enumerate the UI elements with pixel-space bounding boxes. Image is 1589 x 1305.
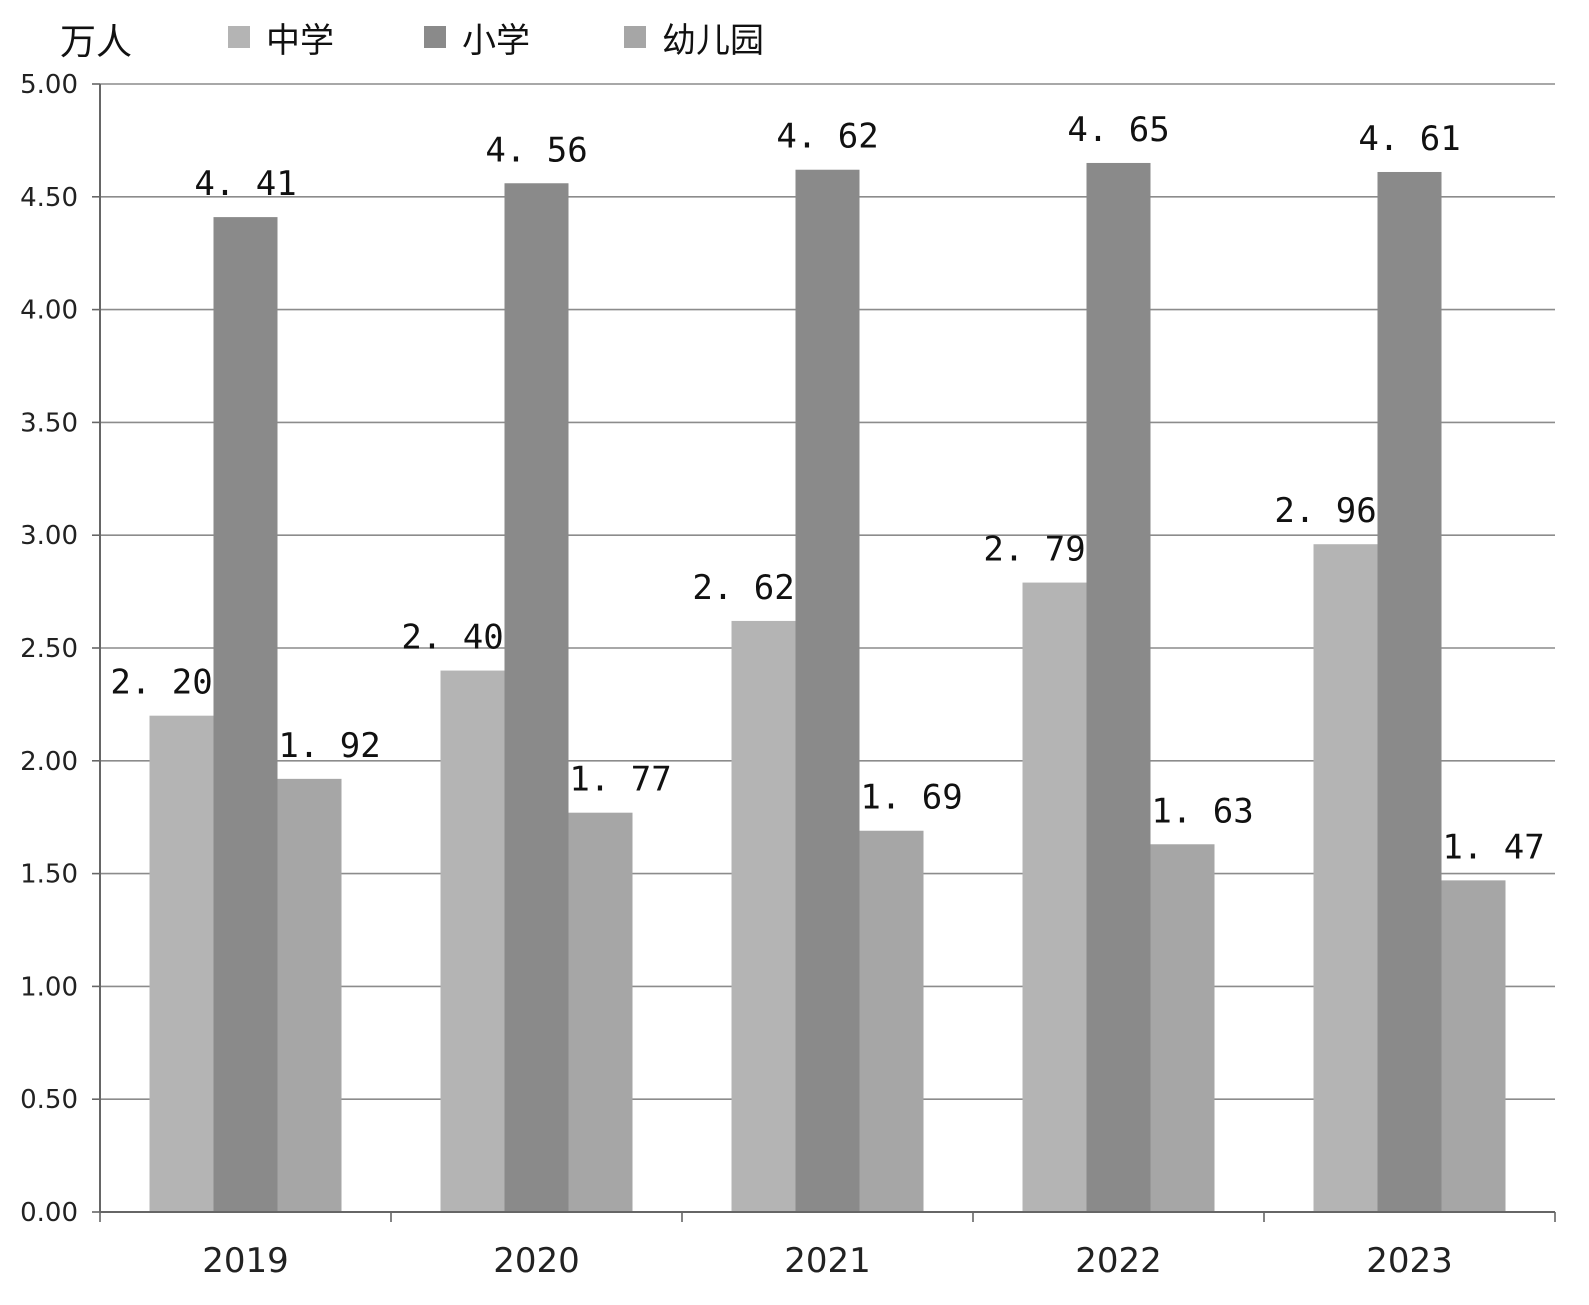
bar-中学-2022 <box>1022 582 1087 1212</box>
data-label: 4. 65 <box>1067 110 1169 150</box>
data-label: 2. 20 <box>110 663 212 703</box>
data-label: 4. 62 <box>776 117 878 157</box>
data-label: 2. 96 <box>1274 491 1376 531</box>
bar-中学-2020 <box>440 670 505 1212</box>
y-tick-label: 4.50 <box>20 183 78 213</box>
y-tick-label: 2.00 <box>20 747 78 777</box>
y-tick-label: 0.50 <box>20 1085 78 1115</box>
y-tick-label: 0.00 <box>20 1198 78 1228</box>
legend-label: 中学 <box>266 21 334 61</box>
data-label: 2. 79 <box>983 530 1085 570</box>
bar-幼儿园-2021 <box>859 830 924 1212</box>
x-category-label: 2023 <box>1366 1241 1453 1281</box>
data-label: 4. 61 <box>1358 119 1460 159</box>
axes <box>99 84 1555 1213</box>
bar-小学-2021 <box>795 169 860 1212</box>
data-label: 1. 63 <box>1151 791 1253 831</box>
data-label: 4. 56 <box>485 130 587 170</box>
data-label: 1. 47 <box>1442 827 1544 867</box>
bar-中学-2019 <box>149 715 214 1212</box>
bar-幼儿园-2020 <box>568 812 633 1212</box>
y-unit-label: 万人 <box>60 22 132 63</box>
y-axis-ticks: 0.00 0.50 1.00 1.50 2.00 2.50 3.00 3.50 4.00 4.50… <box>20 70 100 1228</box>
bar-幼儿园-2019 <box>277 778 342 1212</box>
data-label: 1. 69 <box>860 778 962 818</box>
data-label: 2. 40 <box>401 618 503 658</box>
bar-中学-2023 <box>1313 544 1378 1212</box>
legend-swatch <box>424 26 446 48</box>
data-label: 1. 92 <box>278 726 380 766</box>
y-tick-label: 1.50 <box>20 860 78 890</box>
legend: 中学 小学 幼儿园 <box>228 21 764 61</box>
bar-小学-2023 <box>1377 171 1442 1212</box>
data-label: 1. 77 <box>569 760 671 800</box>
bar-小学-2020 <box>504 183 569 1212</box>
x-category-label: 2020 <box>493 1241 580 1281</box>
bar-小学-2019 <box>213 217 278 1212</box>
legend-label: 幼儿园 <box>662 21 764 61</box>
x-category-label: 2019 <box>202 1241 289 1281</box>
bar-幼儿园-2022 <box>1150 844 1215 1212</box>
y-tick-label: 3.00 <box>20 521 78 551</box>
y-tick-label: 4.00 <box>20 296 78 326</box>
y-tick-label: 3.50 <box>20 408 78 438</box>
bars <box>149 162 1506 1213</box>
y-tick-label: 5.00 <box>20 70 78 100</box>
data-label: 4. 41 <box>194 164 296 204</box>
legend-label: 小学 <box>462 21 530 61</box>
y-tick-label: 1.00 <box>20 972 78 1002</box>
data-labels: 2. 20 4. 41 1. 92 2. 40 4. 56 1. 77 2. 62 4. 62… <box>110 110 1544 867</box>
legend-swatch <box>228 26 250 48</box>
legend-swatch <box>624 26 646 48</box>
x-category-label: 2022 <box>1075 1241 1162 1281</box>
x-axis-ticks: 2019 2020 2021 2022 2023 <box>99 1212 1556 1281</box>
y-tick-label: 2.50 <box>20 634 78 664</box>
bar-幼儿园-2023 <box>1441 880 1506 1212</box>
x-category-label: 2021 <box>784 1241 871 1281</box>
bar-小学-2022 <box>1086 162 1151 1213</box>
data-label: 2. 62 <box>692 568 794 608</box>
bar-中学-2021 <box>731 620 796 1212</box>
